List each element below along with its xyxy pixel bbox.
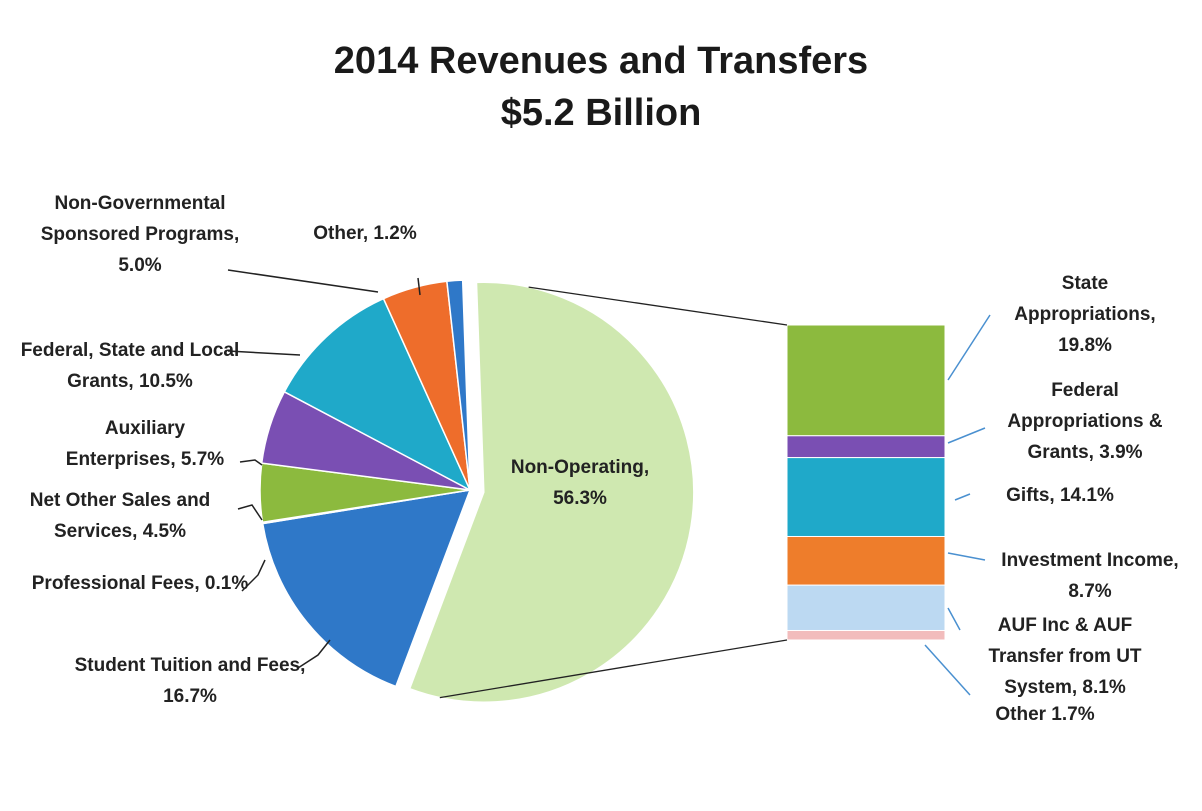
chart-title: 2014 Revenues and Transfers [333,40,869,82]
data-label: Investment Income, 8.7% [1001,550,1179,602]
leader-line [237,504,263,521]
data-label: Gifts, 14.1% [1006,485,1114,506]
bar-segment [786,457,946,537]
leader-line [417,277,421,296]
pie-slice [408,281,695,703]
data-label: Non-Operating, 56.3% [510,457,650,509]
data-label: Other 1.7% [995,704,1095,725]
bar-segment [786,629,946,641]
data-label: Auxiliary Enterprises, 5.7% [65,418,225,470]
data-label: Non-Governmental Sponsored Programs, 5.0… [40,193,240,276]
leader-line [947,427,986,444]
data-label: Federal, State and Local Grants, 10.5% [20,340,240,392]
data-label: State Appropriations, 19.8% [1014,273,1156,356]
leader-line [239,459,263,466]
leader-line [227,269,379,293]
data-label: Net Other Sales and Services, 4.5% [29,490,211,542]
pie-slice [261,489,472,688]
pie-slice [446,279,471,491]
data-label: Federal Appropriations & Grants, 3.9% [1007,380,1163,463]
leader-line [241,559,266,592]
connector-line [439,639,788,699]
leader-line [227,350,301,356]
data-label: Other, 1.2% [313,223,417,244]
bar-segment [786,584,946,631]
leader-line [947,314,991,381]
leader-line [947,552,986,561]
data-label: Student Tuition and Fees, 16.7% [74,655,306,707]
data-label: Professional Fees, 0.1% [31,573,249,594]
bar-segment [786,435,946,459]
data-label: AUF Inc & AUF Transfer from UT System, 8… [988,615,1142,698]
pie-slice [283,297,472,492]
leader-line [297,639,331,669]
bar-segment [786,324,946,437]
leader-line [954,493,971,501]
leader-line [924,644,971,696]
bar-segment [786,535,946,586]
leader-line [947,607,961,631]
connector-line [528,286,788,326]
chart-subtitle: $5.2 Billion [500,92,702,134]
